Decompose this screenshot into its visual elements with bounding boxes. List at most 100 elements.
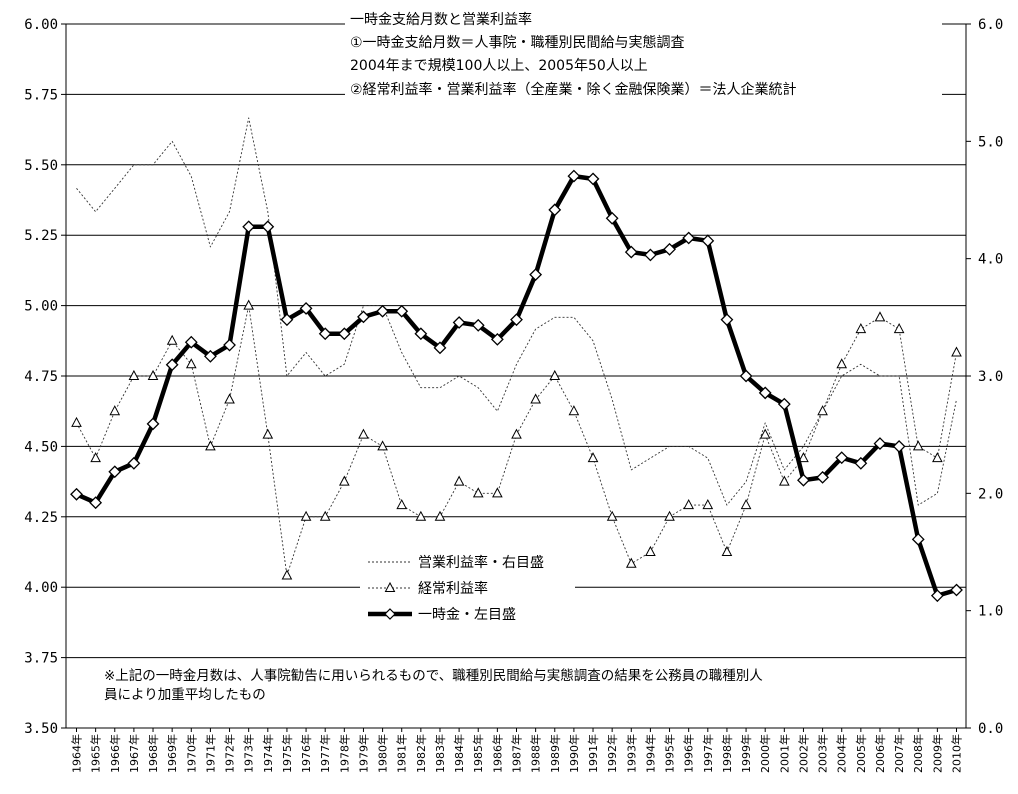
x-tick-label: 1964年 [70, 734, 84, 773]
x-tick-label: 1989年 [548, 734, 562, 773]
x-tick-label: 2007年 [892, 734, 906, 773]
title-line: ②経常利益率・営業利益率（全産業・除く金融保険業）＝法人企業統計 [350, 81, 797, 98]
x-tick-label: 1992年 [605, 734, 619, 773]
triangle-marker [664, 510, 675, 521]
triangle-marker [587, 452, 599, 463]
x-tick-label: 1969年 [165, 734, 179, 773]
series [70, 117, 963, 603]
diamond-marker [70, 487, 83, 501]
triangle-marker [932, 452, 943, 463]
diamond-marker [548, 203, 562, 217]
x-tick-label: 1985年 [471, 734, 485, 773]
y-left-tick-label: 4.25 [24, 510, 58, 526]
diamond-marker [471, 318, 485, 332]
x-tick-label: 1983年 [433, 734, 447, 773]
triangle-marker [358, 428, 369, 439]
title-line: 一時金支給月数と営業利益率 [350, 11, 532, 28]
x-tick-label: 1981年 [395, 734, 409, 773]
diamond-marker [777, 397, 791, 411]
diamond-marker [376, 304, 390, 318]
y-left-tick-label: 5.75 [24, 87, 58, 103]
triangle-marker [568, 405, 580, 416]
x-tick-label: 1975年 [280, 734, 294, 773]
diamond-marker [701, 234, 715, 248]
triangle-marker [147, 369, 159, 380]
footnote: ※上記の一時金月数は、人事院勧告に用いられるもので、職種別民間給与実態調査の結果… [100, 664, 920, 704]
diamond-marker [261, 220, 275, 234]
legend-label: 一時金・左目盛 [418, 607, 516, 623]
diamond-marker [433, 341, 447, 355]
diamond-marker [739, 369, 753, 383]
y-right-tick-label: 0.0 [978, 721, 1003, 737]
triangle-marker [492, 487, 503, 498]
footnote-background [100, 664, 920, 704]
diamond-marker [950, 583, 963, 597]
x-tick-label: 1993年 [624, 734, 638, 773]
triangle-marker [721, 545, 733, 556]
x-tick-label: 1970年 [184, 734, 198, 773]
diamond-marker [318, 327, 332, 341]
x-tick-label: 1966年 [108, 734, 122, 773]
x-tick-label: 1982年 [414, 734, 428, 773]
diamond-marker [280, 313, 294, 327]
triangle-marker [224, 393, 235, 404]
diamond-marker [337, 327, 351, 341]
diamond-marker [146, 417, 160, 431]
x-tick-label: 1967年 [127, 734, 141, 773]
y-left-tick-label: 4.50 [24, 439, 58, 455]
chart-title: 一時金支給月数と営業利益率 ①一時金支給月数＝人事院・職種別民間給与実態調査 200… [345, 8, 942, 104]
triangle-marker [530, 393, 541, 404]
x-tick-label: 1991年 [586, 734, 600, 773]
x-tick-label: 1965年 [89, 734, 103, 773]
y-left-tick-label: 5.25 [24, 228, 58, 244]
y-left-tick-label: 5.00 [24, 299, 58, 315]
diamond-marker [165, 358, 179, 372]
triangle-marker [778, 475, 790, 486]
diamond-marker [816, 470, 830, 484]
triangle-marker [109, 405, 121, 416]
diamond-marker [682, 231, 696, 245]
triangle-marker [951, 346, 962, 357]
diamond-marker [567, 169, 581, 183]
x-tick-label: 2003年 [816, 734, 830, 773]
x-tick-label: 1998年 [720, 734, 734, 773]
triangle-marker [683, 498, 695, 510]
x-tick-label: 1984年 [452, 734, 466, 773]
series-line [76, 305, 957, 576]
triangle-marker [625, 557, 637, 568]
triangle-marker [166, 334, 178, 345]
series-line [76, 117, 957, 506]
triangle-marker [262, 428, 274, 439]
diamond-marker [663, 242, 676, 256]
triangle-marker [759, 428, 771, 439]
x-tick-label: 1988年 [529, 734, 543, 773]
triangle-marker [338, 475, 350, 486]
triangle-marker [549, 369, 561, 380]
footnote-line: ※上記の一時金月数は、人事院勧告に用いられるもので、職種別民間給与実態調査の結果… [104, 667, 763, 684]
footnote-line: 員により加重平均したもの [104, 687, 266, 703]
triangle-marker [645, 545, 656, 556]
triangle-marker [511, 428, 522, 439]
x-tick-label: 1968年 [146, 734, 160, 773]
diamond-marker [720, 313, 734, 327]
triangle-marker [836, 358, 848, 369]
x-tick-label: 2000年 [758, 734, 772, 773]
x-tick-label: 1987年 [510, 734, 524, 773]
y-left-tick-label: 4.75 [24, 369, 58, 385]
triangle-marker [128, 369, 140, 380]
diamond-marker [624, 245, 638, 259]
y-left-tick-label: 5.50 [24, 158, 58, 174]
triangle-marker [912, 440, 924, 451]
diamond-marker [242, 220, 256, 234]
triangle-marker [185, 358, 197, 369]
x-tick-label: 1999年 [739, 734, 753, 773]
x-tick-label: 2009年 [930, 734, 944, 773]
title-line: ①一時金支給月数＝人事院・職種別民間給与実態調査 [350, 35, 685, 51]
diamond-marker [892, 439, 906, 453]
diamond-marker [835, 451, 849, 465]
x-tick-label: 1990年 [567, 734, 581, 773]
legend-label: 営業利益率・右目盛 [418, 554, 544, 571]
diamond-marker [911, 532, 925, 546]
diamond-marker [605, 211, 619, 225]
